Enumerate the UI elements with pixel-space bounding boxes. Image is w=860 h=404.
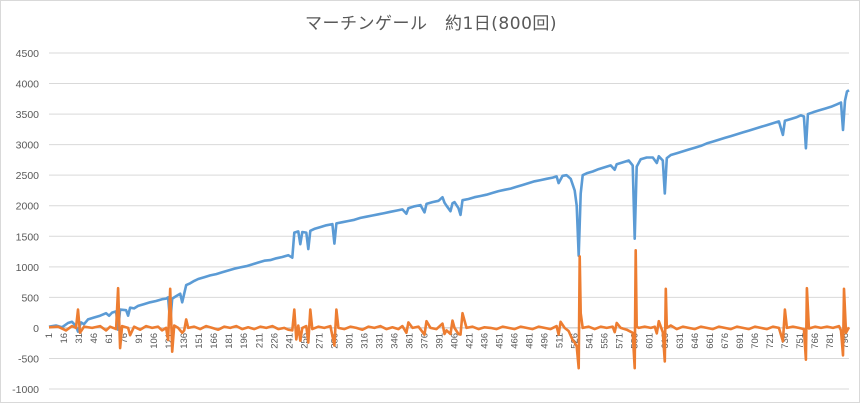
x-tick-label: 421 xyxy=(465,333,476,349)
y-tick-label: 3000 xyxy=(16,140,40,152)
y-tick-label: 1000 xyxy=(16,262,40,274)
x-tick-label: 436 xyxy=(480,333,491,349)
series-lines xyxy=(48,89,851,370)
x-tick-label: 496 xyxy=(540,333,551,349)
y-tick-label: 500 xyxy=(21,292,39,304)
x-axis-tick-labels: 1 16 31 46 61 76 91 106 121 136 151 166 181 196 211 226… xyxy=(44,333,851,349)
x-tick-label: 721 xyxy=(765,333,776,349)
x-tick-label: 271 xyxy=(314,333,325,349)
x-tick-label: 736 xyxy=(780,333,791,349)
x-tick-label: 571 xyxy=(615,333,626,349)
x-tick-label: 16 xyxy=(59,333,70,344)
y-tick-label: 0 xyxy=(33,323,39,335)
x-tick-label: 106 xyxy=(149,333,160,349)
x-tick-label: 706 xyxy=(750,333,761,349)
x-tick-label: 406 xyxy=(450,333,461,349)
x-tick-label: 31 xyxy=(74,333,85,344)
x-tick-label: 526 xyxy=(570,333,581,349)
y-tick-label: -500 xyxy=(18,353,39,365)
x-tick-label: 631 xyxy=(675,333,686,349)
x-tick-label: 301 xyxy=(344,333,355,349)
x-tick-label: 556 xyxy=(600,333,611,349)
y-tick-label: -1000 xyxy=(12,384,39,396)
x-tick-label: 91 xyxy=(134,333,145,344)
x-tick-label: 211 xyxy=(254,333,265,348)
x-tick-label: 391 xyxy=(434,333,445,349)
x-tick-label: 181 xyxy=(224,333,235,349)
x-tick-label: 481 xyxy=(525,333,536,349)
y-tick-label: 4500 xyxy=(16,48,40,60)
y-axis-tick-labels: -1000 -500 0 500 1000 1500 2000 2500 3000 3500 400… xyxy=(12,48,39,396)
x-tick-label: 76 xyxy=(119,333,130,344)
x-tick-label: 331 xyxy=(374,333,385,349)
x-tick-label: 541 xyxy=(585,333,596,349)
x-tick-label: 361 xyxy=(404,333,415,349)
chart-title: マーチンゲール 約1日(800回) xyxy=(304,14,558,34)
x-tick-label: 46 xyxy=(89,333,100,344)
x-tick-label: 451 xyxy=(495,333,506,349)
series-line-2 xyxy=(48,249,851,370)
x-tick-label: 661 xyxy=(705,333,716,349)
x-tick-label: 751 xyxy=(795,333,806,349)
y-tick-label: 3500 xyxy=(16,109,40,121)
x-tick-label: 256 xyxy=(299,333,310,349)
x-tick-label: 511 xyxy=(555,333,566,348)
x-tick-label: 226 xyxy=(269,333,280,349)
x-tick-label: 796 xyxy=(840,333,851,349)
x-tick-label: 1 xyxy=(44,333,55,338)
x-tick-label: 166 xyxy=(209,333,220,349)
x-tick-label: 136 xyxy=(179,333,190,349)
x-tick-label: 241 xyxy=(284,333,295,349)
x-tick-label: 466 xyxy=(510,333,521,349)
x-tick-label: 646 xyxy=(690,333,701,349)
x-tick-label: 601 xyxy=(645,333,656,349)
x-tick-label: 781 xyxy=(825,333,836,349)
y-tick-label: 2000 xyxy=(16,201,40,213)
x-tick-label: 346 xyxy=(389,333,400,349)
x-tick-label: 316 xyxy=(359,333,370,349)
x-tick-label: 61 xyxy=(104,333,115,344)
x-tick-label: 151 xyxy=(194,333,205,349)
y-tick-label: 1500 xyxy=(16,231,40,243)
x-tick-label: 676 xyxy=(720,333,731,349)
x-tick-label: 766 xyxy=(810,333,821,349)
x-tick-label: 691 xyxy=(735,333,746,349)
x-tick-label: 196 xyxy=(239,333,250,349)
x-tick-label: 121 xyxy=(164,333,175,349)
y-tick-label: 2500 xyxy=(16,170,40,182)
y-tick-label: 4000 xyxy=(16,79,40,91)
x-tick-label: 376 xyxy=(419,333,430,349)
